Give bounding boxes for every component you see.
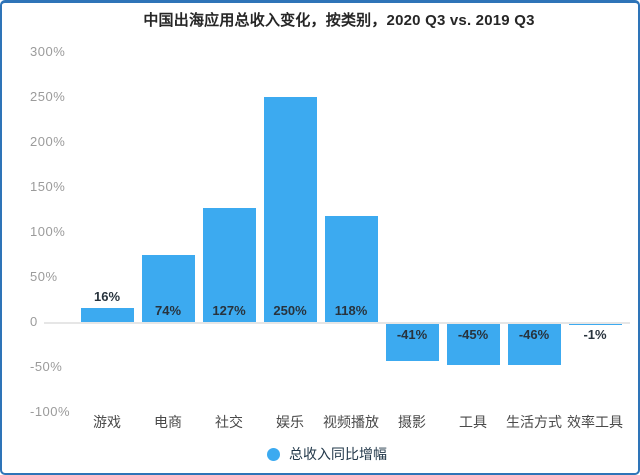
x-axis-category-label: 视频播放 [323, 414, 379, 430]
legend-marker-dot [267, 447, 280, 461]
y-axis-tick-label: -100% [30, 404, 71, 419]
bar [385, 324, 439, 361]
y-axis-tick-label: 200% [30, 134, 66, 149]
y-axis-tick-label: 0 [30, 314, 38, 329]
chart-title: 中国出海应用总收入变化，按类别，2020 Q3 vs. 2019 Q3 [143, 12, 535, 29]
x-axis-category-label: 工具 [459, 414, 487, 430]
legend[interactable]: 总收入同比增幅 [2, 444, 638, 464]
bar-value-label: -41% [396, 327, 428, 342]
bar-value-label: 74% [154, 303, 182, 318]
x-axis-category-label: 社交 [215, 414, 243, 430]
bar-value-label: -1% [583, 327, 607, 342]
y-axis-tick-label: 150% [30, 179, 66, 194]
x-axis-category-label: 游戏 [93, 414, 121, 430]
bar [80, 308, 134, 322]
bar [568, 324, 622, 325]
bar-value-label: -45% [457, 327, 489, 342]
bar-value-label: 127% [212, 303, 246, 318]
y-axis-tick-label: 300% [30, 44, 66, 59]
legend-label: 总收入同比增幅 [289, 446, 387, 462]
x-axis-category-label: 电商 [154, 414, 182, 430]
bar-value-label: 118% [334, 303, 368, 318]
bar [324, 216, 378, 322]
bar [507, 324, 561, 365]
y-axis-tick-label: 250% [30, 89, 66, 104]
bar [446, 324, 500, 365]
bar-value-label: 250% [273, 303, 307, 318]
x-axis-category-label: 摄影 [398, 414, 426, 430]
bar [263, 97, 317, 322]
zero-axis-line [44, 322, 630, 324]
bar [202, 208, 256, 322]
y-axis-tick-label: 50% [30, 269, 58, 284]
x-axis-category-label: 娱乐 [276, 414, 304, 430]
bar-value-label: -46% [518, 327, 550, 342]
x-axis-category-label: 效率工具 [567, 414, 623, 430]
y-axis-tick-label: 100% [30, 224, 66, 239]
x-axis-category-label: 生活方式 [506, 414, 562, 430]
bar-value-label: 16% [93, 289, 121, 304]
y-axis-tick-label: -50% [30, 359, 63, 374]
bar [141, 255, 195, 322]
